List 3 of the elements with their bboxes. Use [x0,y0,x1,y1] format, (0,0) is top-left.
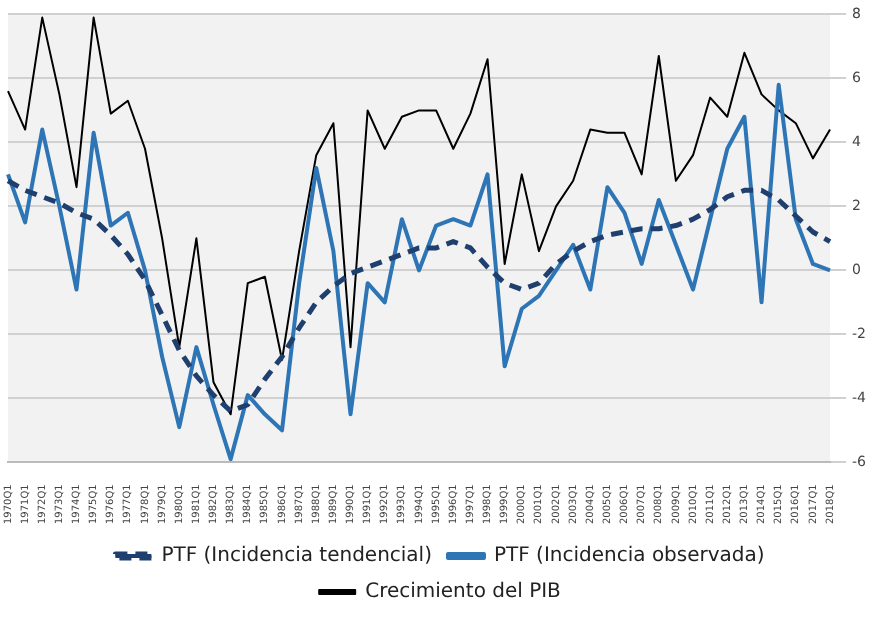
legend-label: PTF (Incidencia observada) [493,545,765,568]
legend-label: Crecimiento del PIB [365,581,562,604]
legend-label: PTF (Incidencia tendencial) [161,545,433,568]
